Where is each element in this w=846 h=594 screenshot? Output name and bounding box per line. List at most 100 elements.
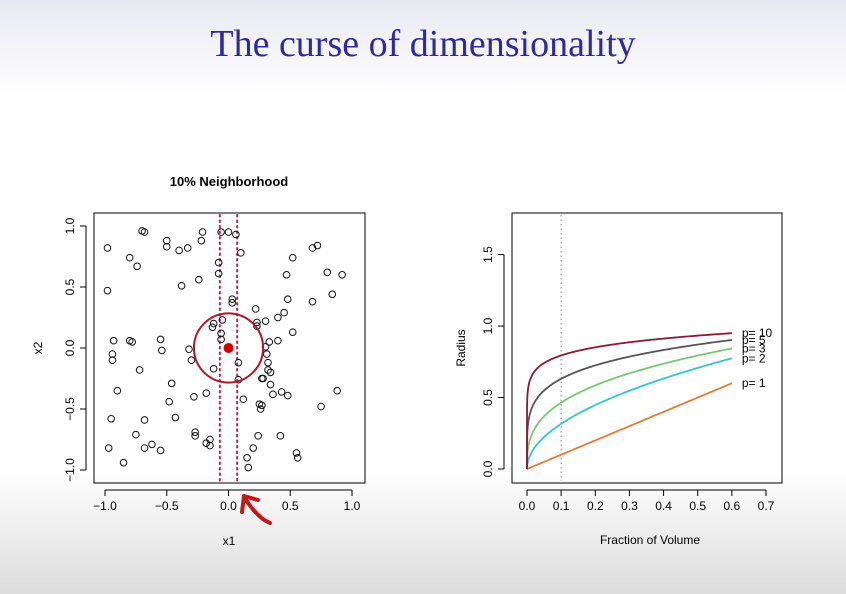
radius-y-tick-label: 1.0 <box>481 317 495 334</box>
data-point <box>282 271 291 279</box>
radius-x-tick-label: 0.6 <box>724 499 741 513</box>
data-point <box>228 295 237 304</box>
series-line-p10 <box>526 332 732 469</box>
data-point <box>251 305 260 313</box>
data-point <box>338 271 346 279</box>
series-label-p1: p= 1 <box>742 376 766 390</box>
data-point <box>125 253 134 262</box>
data-point <box>274 336 282 345</box>
series-label-p2: p= 2 <box>742 351 766 365</box>
neighborhood-scatter-chart: 10% Neighborhood −1.0 −0.5 0.0 0.5 1.0 −1.0−… <box>31 174 366 548</box>
radius-x-tick-label: 0.3 <box>621 499 638 513</box>
data-point <box>103 244 112 252</box>
data-point <box>104 444 113 452</box>
data-point <box>187 356 196 365</box>
data-point <box>209 319 218 328</box>
data-point <box>190 393 198 401</box>
data-point <box>288 253 297 262</box>
radius-plot-frame <box>511 212 783 484</box>
radius-y-tick-label: 0.5 <box>481 389 495 406</box>
data-point <box>333 386 341 395</box>
data-point <box>103 286 112 295</box>
data-point <box>202 389 211 397</box>
scatter-chart-title: 10% Neighborhood <box>170 174 289 189</box>
radius-series-lines <box>526 332 733 470</box>
data-point <box>269 390 277 399</box>
radius-x-axis: 0.0 0.1 0.2 0.3 0.4 0.5 0.6 0.7 <box>519 489 775 513</box>
neighborhood-circle <box>192 312 265 384</box>
radius-x-tick-label: 0.5 <box>689 499 706 513</box>
radius-x-tick-label: 0.1 <box>553 499 570 513</box>
data-point <box>313 241 322 250</box>
target-point <box>223 343 234 353</box>
data-point <box>264 366 272 374</box>
radius-y-label: Radius <box>454 329 468 366</box>
data-point <box>308 297 317 306</box>
radius-x-tick-label: 0.4 <box>655 499 672 513</box>
data-point <box>256 405 265 413</box>
data-point <box>283 391 292 400</box>
series-line-p2 <box>526 357 733 469</box>
series-label-p10: p= 10 <box>742 326 773 340</box>
data-point <box>214 269 223 278</box>
data-point <box>323 268 332 277</box>
data-point <box>195 275 203 284</box>
data-point <box>191 428 199 436</box>
data-point <box>283 295 292 304</box>
data-point <box>262 350 271 358</box>
data-point <box>140 228 149 236</box>
data-point <box>183 244 192 252</box>
series-labels: p= 1 p= 2p= 3p= 5p= 10 <box>742 326 773 390</box>
data-point <box>261 317 270 325</box>
data-point <box>217 228 225 236</box>
data-point <box>171 413 180 422</box>
data-point <box>293 454 302 462</box>
data-point <box>162 236 171 245</box>
data-point <box>258 401 266 410</box>
data-point <box>253 318 261 327</box>
series-line-p3 <box>526 347 733 469</box>
data-point <box>234 358 243 367</box>
scatter-x-tick-label: 0.0 <box>220 499 237 513</box>
data-point <box>107 414 115 423</box>
data-point <box>191 432 199 440</box>
data-point <box>197 236 206 245</box>
data-point <box>119 458 128 467</box>
data-point <box>206 441 214 450</box>
data-point <box>232 230 240 239</box>
data-point <box>132 430 140 439</box>
data-point <box>206 435 214 444</box>
data-point <box>264 358 272 367</box>
data-point <box>156 446 165 455</box>
data-point <box>217 329 225 338</box>
scatter-y-label: x2 <box>31 341 45 354</box>
data-point <box>128 338 136 346</box>
red-arrow-annotation <box>240 494 272 525</box>
data-point <box>292 449 301 457</box>
scatter-y-tick-label: −1.0 <box>63 458 77 482</box>
scatter-points <box>103 227 346 472</box>
data-point <box>135 366 144 374</box>
radius-vs-fraction-chart: 0.0 0.1 0.2 0.3 0.4 0.5 0.6 0.7 0.0 0.5 1.0 1.5 p=… <box>454 212 783 547</box>
data-point <box>217 335 225 344</box>
data-point <box>266 380 275 389</box>
data-point <box>209 364 218 373</box>
data-point <box>208 323 217 332</box>
radius-x-tick-label: 0.0 <box>519 499 536 513</box>
data-point <box>277 388 286 396</box>
radius-x-label: Fraction of Volume <box>600 533 700 547</box>
data-point <box>140 444 149 452</box>
data-point <box>109 336 118 345</box>
data-point <box>308 244 317 252</box>
series-label-p3: p= 3 <box>742 341 766 355</box>
data-point <box>218 316 227 324</box>
data-point <box>108 350 117 358</box>
slide-title: The curse of dimensionality <box>210 23 636 65</box>
data-point <box>133 262 141 271</box>
data-point <box>249 444 257 452</box>
data-point <box>167 379 176 388</box>
data-point <box>266 368 275 377</box>
data-point <box>113 386 122 395</box>
scatter-y-tick-label: 0.0 <box>63 339 77 356</box>
